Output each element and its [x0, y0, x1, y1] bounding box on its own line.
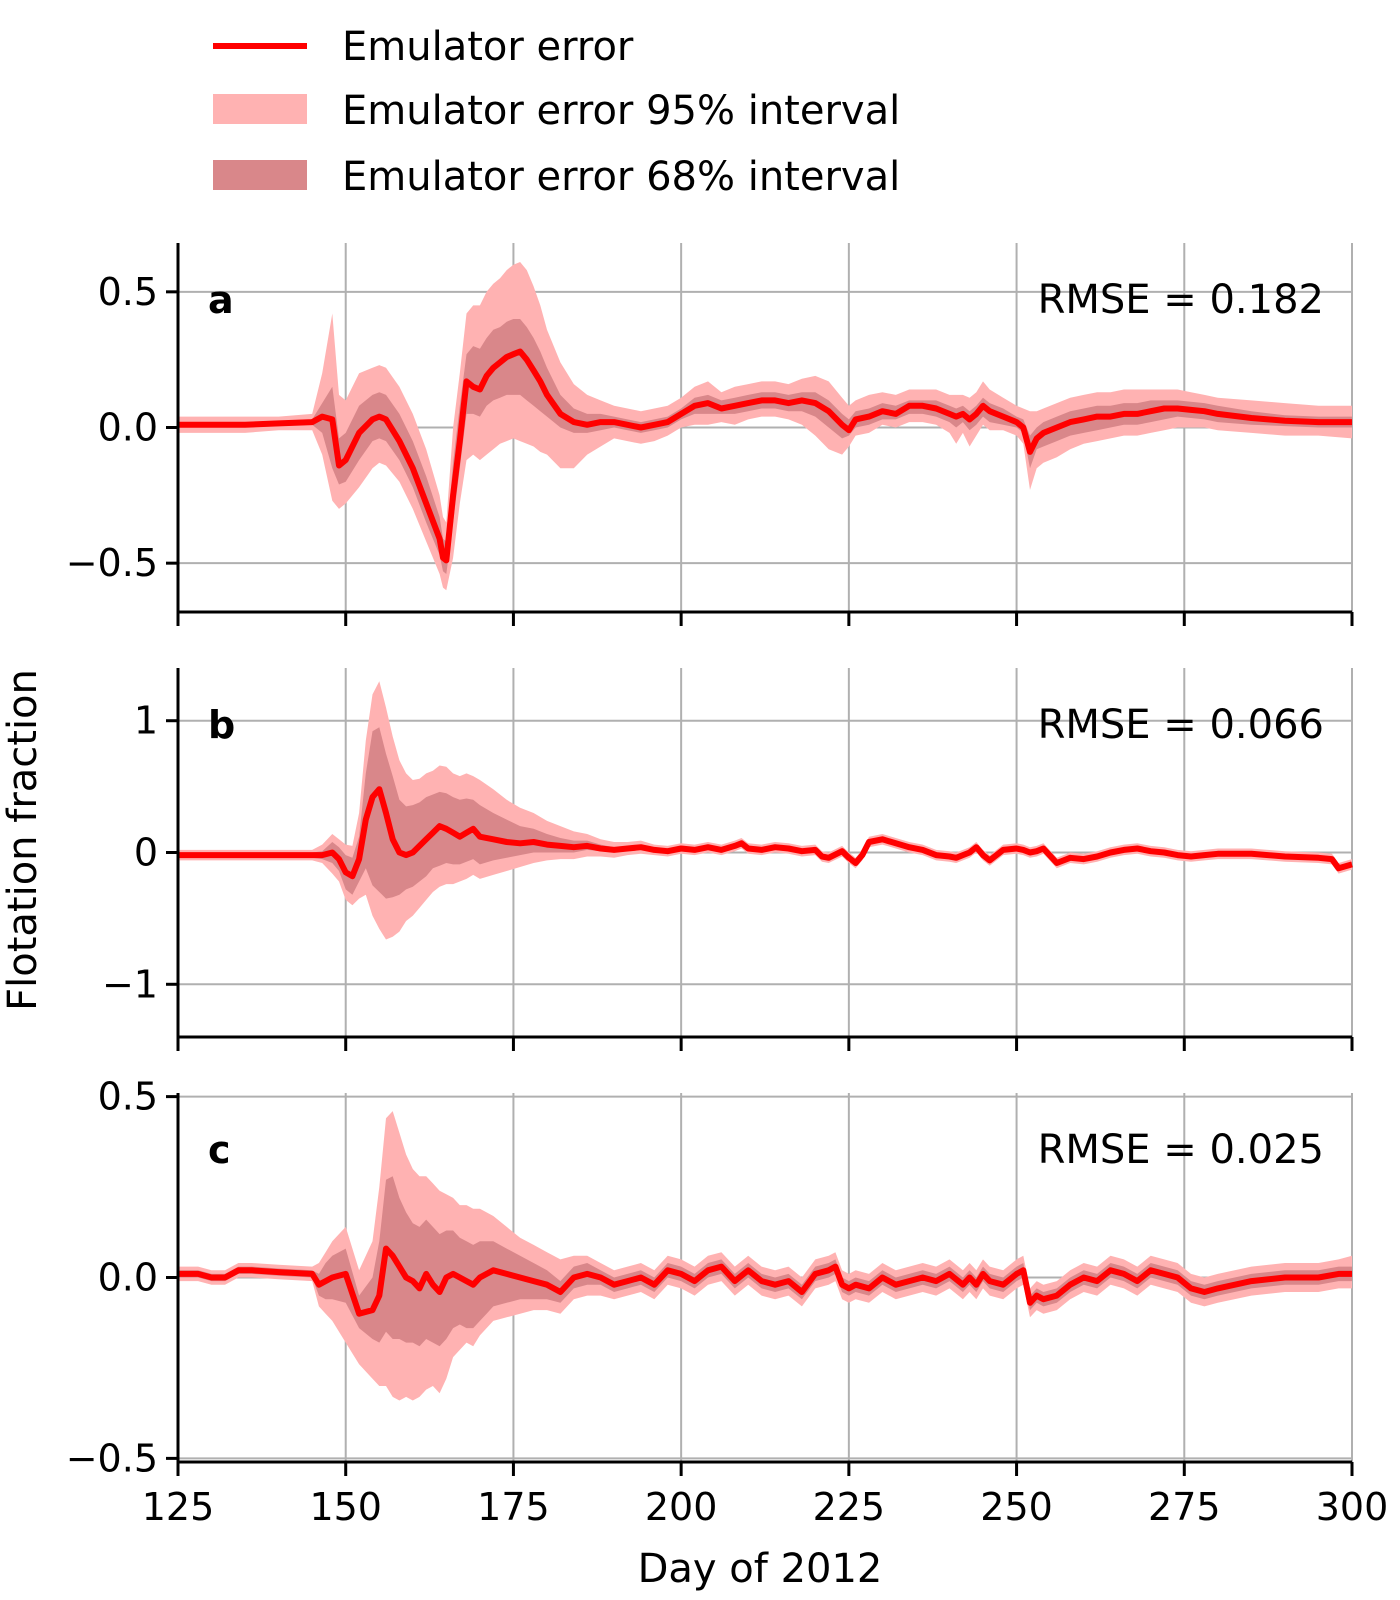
y-tick-label: 0 — [134, 831, 158, 875]
y-tick-label: −0.5 — [66, 541, 158, 585]
x-tick-label: 150 — [309, 1485, 382, 1529]
emulator-error-line — [178, 348, 1352, 564]
y-tick-label: −1 — [102, 962, 158, 1006]
legend-swatch-ci68 — [213, 160, 307, 190]
panel-c: −0.5 0.0 0.5 125 150 175 200 225 250 275 300 c RMSE … — [66, 1075, 1389, 1529]
panel-letter: a — [208, 278, 234, 322]
legend-swatch-ci95 — [213, 94, 307, 124]
x-tick-label: 200 — [645, 1485, 718, 1529]
emulator-error-line — [178, 1245, 1352, 1317]
x-tick-label: 275 — [1148, 1485, 1221, 1529]
y-tick-label: 0.0 — [98, 406, 158, 450]
panel-letter: c — [208, 1128, 231, 1172]
ci68-band — [178, 1176, 1352, 1347]
y-tick-label: 0.5 — [98, 1075, 158, 1119]
emulator-error-line — [178, 786, 1353, 880]
y-tick-label: 0.5 — [98, 270, 158, 314]
y-tick-label: −0.5 — [66, 1436, 158, 1480]
ci68-band — [178, 727, 1352, 899]
x-tick-label: 225 — [813, 1485, 886, 1529]
legend-label-ci95: Emulator error 95% interval — [342, 88, 900, 134]
y-axis-title: Flotation fraction — [0, 669, 46, 1011]
legend: Emulator error Emulator error 95% interv… — [213, 24, 900, 200]
ci95-band — [178, 681, 1352, 940]
x-tick-label: 250 — [980, 1485, 1053, 1529]
x-tick-label: 300 — [1316, 1485, 1389, 1529]
y-tick-label: 0.0 — [98, 1256, 158, 1300]
legend-label-line: Emulator error — [342, 24, 634, 70]
rmse-annotation: RMSE = 0.182 — [1038, 277, 1324, 323]
rmse-annotation: RMSE = 0.066 — [1038, 702, 1324, 748]
ci95-band — [178, 262, 1352, 591]
rmse-annotation: RMSE = 0.025 — [1038, 1127, 1324, 1173]
x-axis-title: Day of 2012 — [638, 1546, 883, 1592]
legend-label-ci68: Emulator error 68% interval — [342, 154, 900, 200]
panel-a: −0.5 0.0 0.5 a RMSE = 0.182 — [66, 243, 1354, 626]
panel-letter: b — [208, 703, 235, 747]
ci95-band — [178, 1111, 1352, 1401]
panel-b: −1 0 1 b RMSE = 0.066 — [102, 668, 1354, 1051]
y-tick-label: 1 — [134, 699, 158, 743]
x-tick-label: 125 — [142, 1485, 215, 1529]
x-tick-label: 175 — [477, 1485, 550, 1529]
